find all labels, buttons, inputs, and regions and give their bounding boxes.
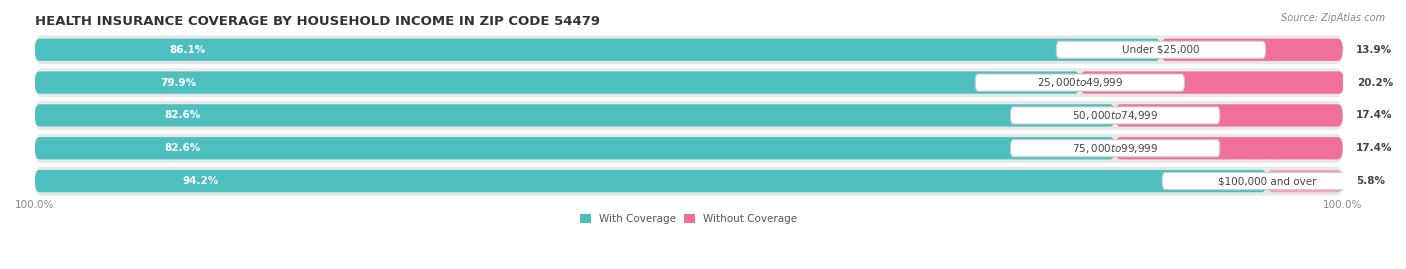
FancyBboxPatch shape — [35, 35, 1343, 64]
Text: $50,000 to $74,999: $50,000 to $74,999 — [1071, 109, 1159, 122]
Text: Under $25,000: Under $25,000 — [1122, 45, 1199, 55]
Legend: With Coverage, Without Coverage: With Coverage, Without Coverage — [576, 210, 801, 228]
Text: $25,000 to $49,999: $25,000 to $49,999 — [1036, 76, 1123, 89]
Text: 86.1%: 86.1% — [170, 45, 207, 55]
Text: 5.8%: 5.8% — [1355, 176, 1385, 186]
FancyBboxPatch shape — [1115, 137, 1343, 160]
FancyBboxPatch shape — [1011, 107, 1220, 124]
FancyBboxPatch shape — [35, 72, 1080, 94]
FancyBboxPatch shape — [35, 38, 1161, 61]
Text: 82.6%: 82.6% — [165, 143, 201, 153]
FancyBboxPatch shape — [35, 68, 1343, 97]
Text: 79.9%: 79.9% — [160, 77, 197, 88]
FancyBboxPatch shape — [1115, 104, 1343, 127]
FancyBboxPatch shape — [35, 134, 1343, 163]
Text: 82.6%: 82.6% — [165, 110, 201, 121]
Text: Source: ZipAtlas.com: Source: ZipAtlas.com — [1281, 13, 1385, 23]
FancyBboxPatch shape — [1163, 172, 1371, 190]
FancyBboxPatch shape — [976, 74, 1184, 91]
Text: 13.9%: 13.9% — [1355, 45, 1392, 55]
FancyBboxPatch shape — [35, 137, 1115, 160]
FancyBboxPatch shape — [1011, 140, 1220, 157]
FancyBboxPatch shape — [35, 101, 1343, 130]
Text: 17.4%: 17.4% — [1355, 110, 1392, 121]
FancyBboxPatch shape — [35, 170, 1267, 192]
FancyBboxPatch shape — [35, 167, 1343, 196]
Text: 20.2%: 20.2% — [1357, 77, 1393, 88]
FancyBboxPatch shape — [35, 104, 1115, 127]
FancyBboxPatch shape — [1267, 170, 1343, 192]
Text: $75,000 to $99,999: $75,000 to $99,999 — [1071, 142, 1159, 155]
FancyBboxPatch shape — [1080, 72, 1344, 94]
FancyBboxPatch shape — [1056, 41, 1265, 58]
Text: 94.2%: 94.2% — [183, 176, 219, 186]
FancyBboxPatch shape — [1161, 38, 1343, 61]
Text: 17.4%: 17.4% — [1355, 143, 1392, 153]
Text: $100,000 and over: $100,000 and over — [1218, 176, 1316, 186]
Text: HEALTH INSURANCE COVERAGE BY HOUSEHOLD INCOME IN ZIP CODE 54479: HEALTH INSURANCE COVERAGE BY HOUSEHOLD I… — [35, 15, 600, 28]
